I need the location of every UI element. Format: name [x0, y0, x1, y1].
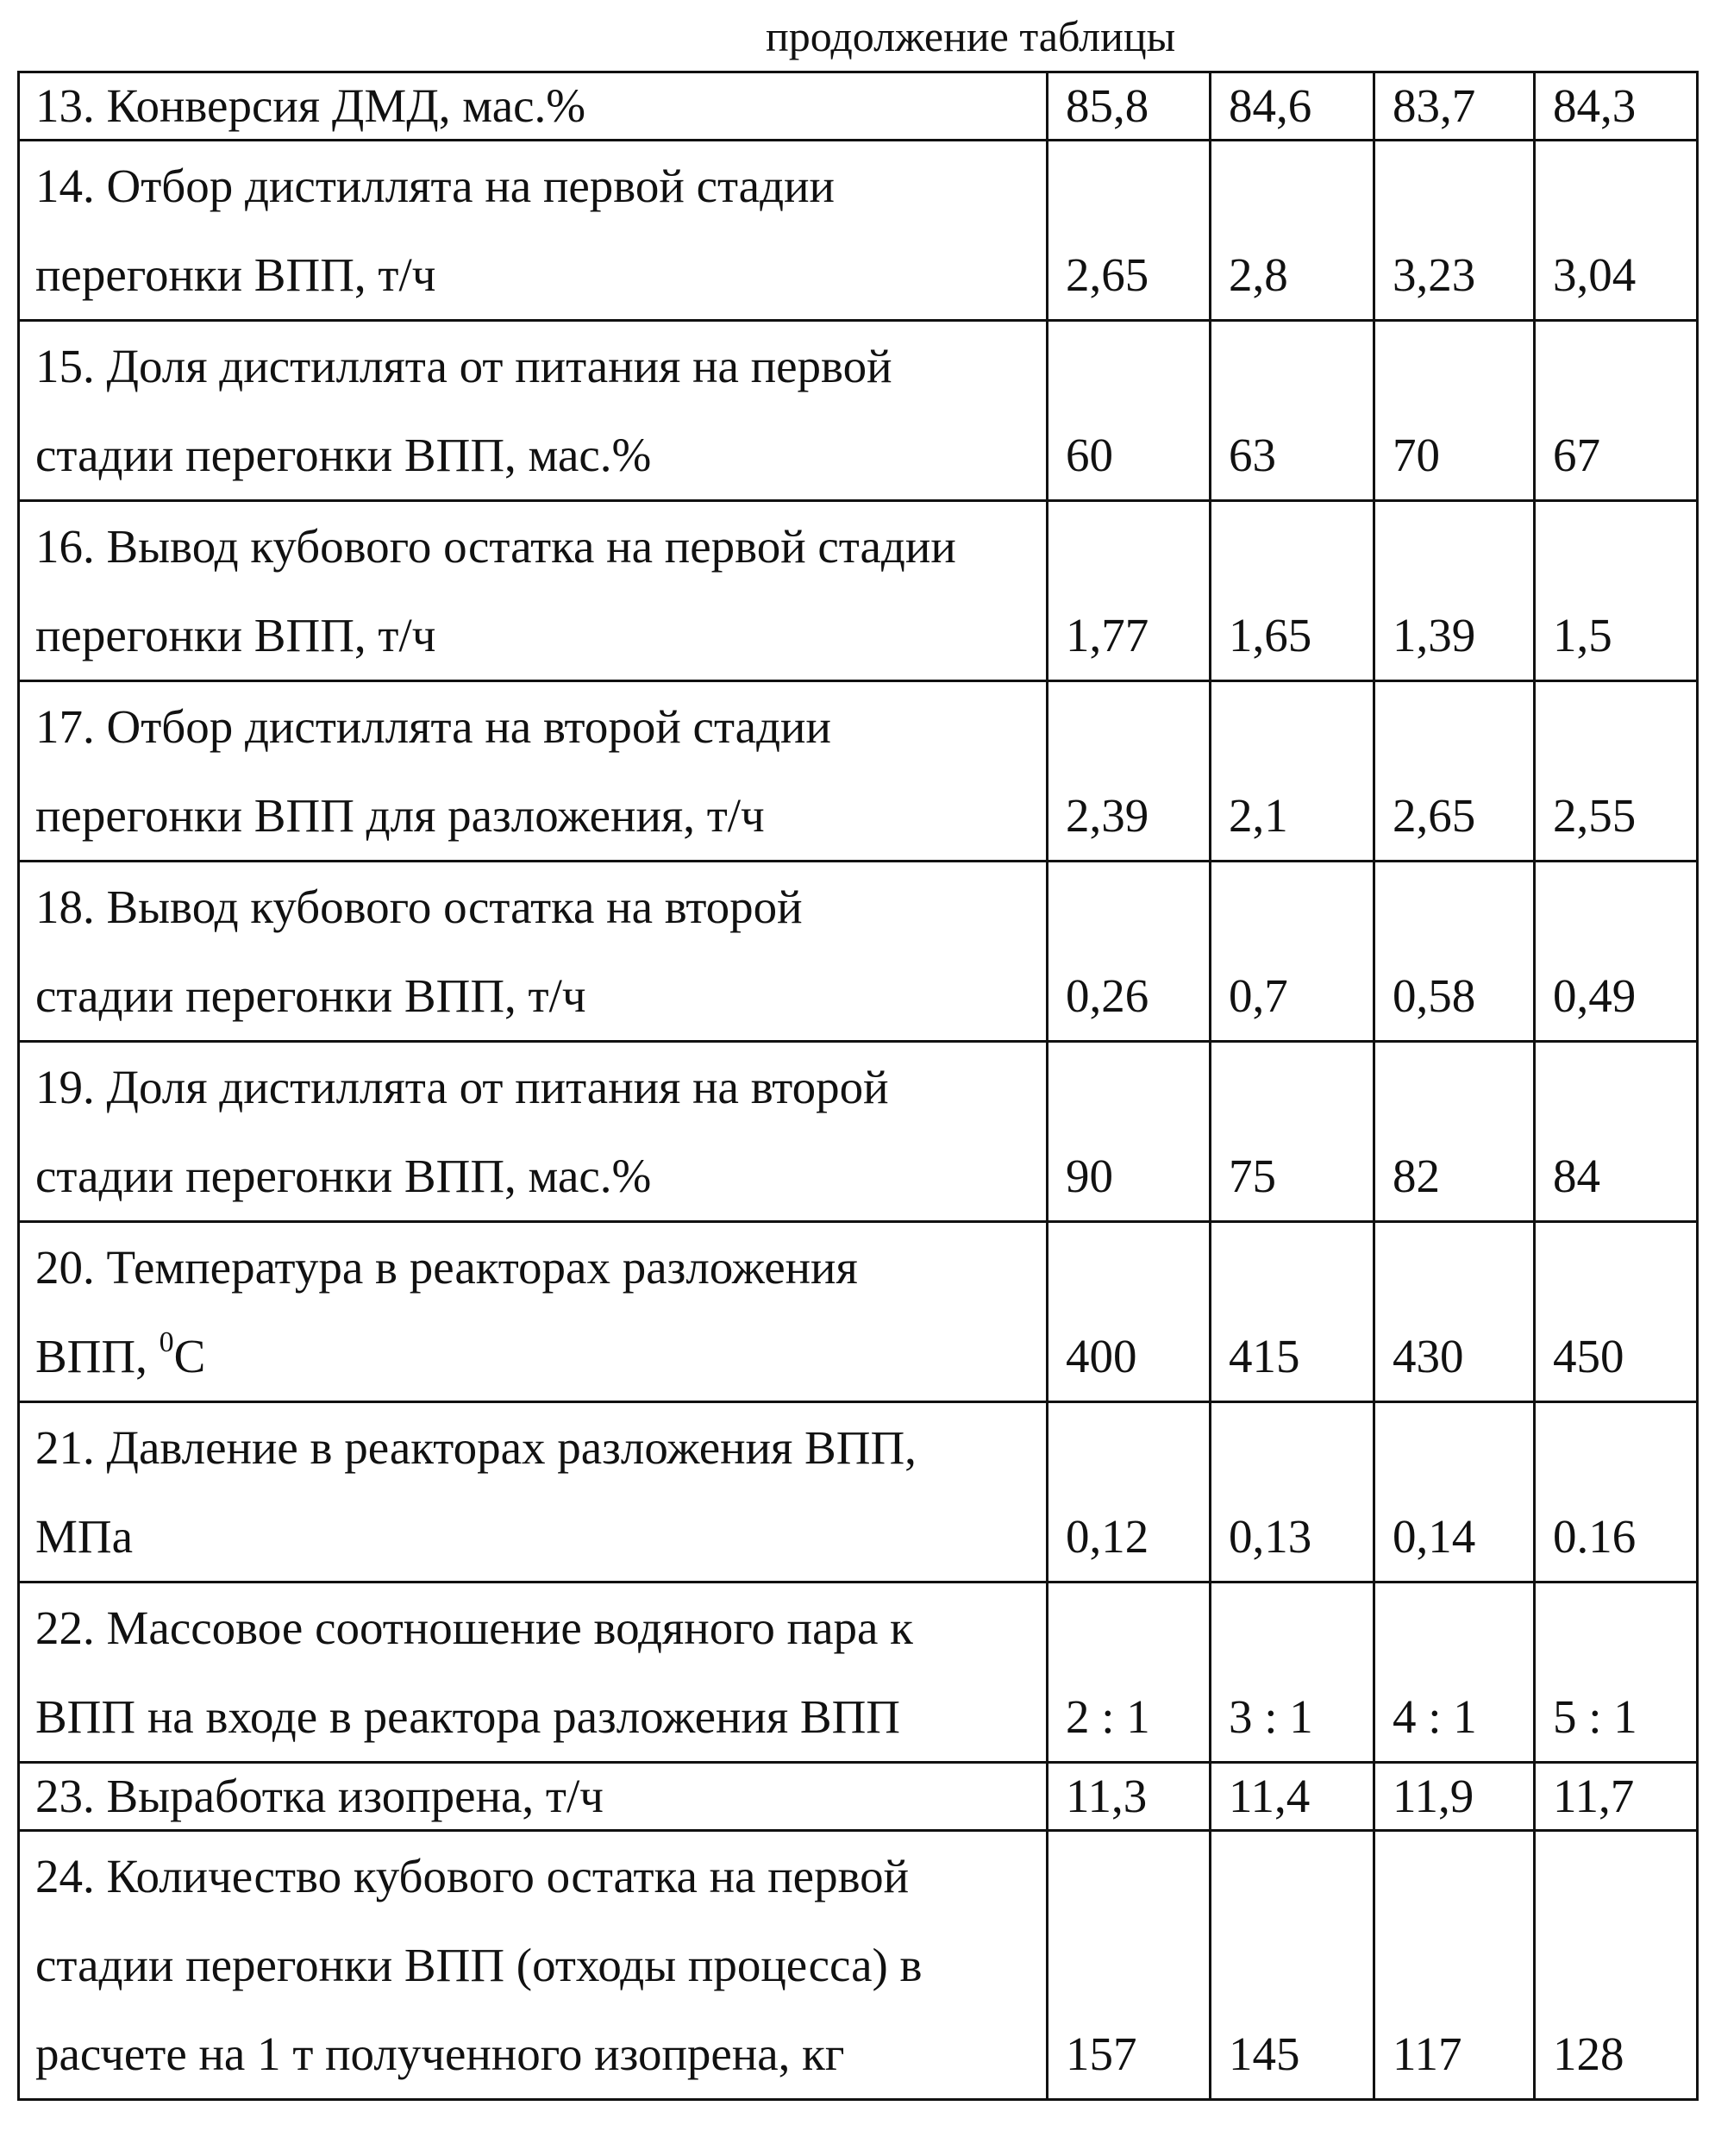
row-value-2: 84,6: [1211, 72, 1374, 141]
row-label: 21. Давление в реакторах разложения ВПП,…: [19, 1402, 1048, 1583]
row-value-4: 0,49: [1535, 862, 1698, 1042]
table-row: 22. Массовое соотношение водяного пара к…: [19, 1583, 1698, 1763]
row-value-3: 2,65: [1374, 681, 1535, 862]
row-value-4: 11,7: [1535, 1763, 1698, 1831]
row-value-4: 2,55: [1535, 681, 1698, 862]
table-row: 20. Температура в реакторах разложения В…: [19, 1222, 1698, 1402]
table-row: 15. Доля дистиллята от питания на первой…: [19, 321, 1698, 501]
row-value-2: 2,8: [1211, 141, 1374, 321]
row-value-1: 60: [1048, 321, 1211, 501]
row-value-3: 430: [1374, 1222, 1535, 1402]
row-label: 23. Выработка изопрена, т/ч: [19, 1763, 1048, 1831]
table-row: 21. Давление в реакторах разложения ВПП,…: [19, 1402, 1698, 1583]
row-label: 19. Доля дистиллята от питания на второй…: [19, 1042, 1048, 1222]
row-label: 18. Вывод кубового остатка на второй ста…: [19, 862, 1048, 1042]
row-value-1: 2,65: [1048, 141, 1211, 321]
table-row: 23. Выработка изопрена, т/ч 11,3 11,4 11…: [19, 1763, 1698, 1831]
row-value-1: 157: [1048, 1831, 1211, 2100]
row-value-3: 0,58: [1374, 862, 1535, 1042]
table-row: 17. Отбор дистиллята на второй стадии пе…: [19, 681, 1698, 862]
row-label: 15. Доля дистиллята от питания на первой…: [19, 321, 1048, 501]
row-value-3: 3,23: [1374, 141, 1535, 321]
row-label: 20. Температура в реакторах разложения В…: [19, 1222, 1048, 1402]
row-label: 16. Вывод кубового остатка на первой ста…: [19, 501, 1048, 681]
row-value-3: 70: [1374, 321, 1535, 501]
row-value-1: 0,26: [1048, 862, 1211, 1042]
row-value-3: 4 : 1: [1374, 1583, 1535, 1763]
data-table: 13. Конверсия ДМД, мас.% 85,8 84,6 83,7 …: [17, 71, 1699, 2101]
row-value-2: 63: [1211, 321, 1374, 501]
table-row: 16. Вывод кубового остатка на первой ста…: [19, 501, 1698, 681]
row-value-2: 3 : 1: [1211, 1583, 1374, 1763]
row-value-4: 1,5: [1535, 501, 1698, 681]
row-value-4: 84,3: [1535, 72, 1698, 141]
row-value-2: 415: [1211, 1222, 1374, 1402]
degree-superscript: 0: [160, 1326, 174, 1358]
row-value-4: 0.16: [1535, 1402, 1698, 1583]
table-row: 13. Конверсия ДМД, мас.% 85,8 84,6 83,7 …: [19, 72, 1698, 141]
row-label-unit: С: [174, 1330, 206, 1382]
table-continuation-caption: продолжение таблицы: [766, 5, 1175, 67]
table-row: 24. Количество кубового остатка на перво…: [19, 1831, 1698, 2100]
row-value-1: 2,39: [1048, 681, 1211, 862]
row-value-1: 0,12: [1048, 1402, 1211, 1583]
row-value-1: 2 : 1: [1048, 1583, 1211, 1763]
row-value-4: 3,04: [1535, 141, 1698, 321]
row-value-1: 400: [1048, 1222, 1211, 1402]
row-value-4: 5 : 1: [1535, 1583, 1698, 1763]
row-value-4: 450: [1535, 1222, 1698, 1402]
row-value-2: 145: [1211, 1831, 1374, 2100]
row-value-3: 0,14: [1374, 1402, 1535, 1583]
table-row: 18. Вывод кубового остатка на второй ста…: [19, 862, 1698, 1042]
row-value-3: 83,7: [1374, 72, 1535, 141]
row-label: 13. Конверсия ДМД, мас.%: [19, 72, 1048, 141]
row-label: 17. Отбор дистиллята на второй стадии пе…: [19, 681, 1048, 862]
row-label: 14. Отбор дистиллята на первой стадии пе…: [19, 141, 1048, 321]
row-value-2: 0,7: [1211, 862, 1374, 1042]
row-value-3: 1,39: [1374, 501, 1535, 681]
row-value-2: 0,13: [1211, 1402, 1374, 1583]
row-value-1: 1,77: [1048, 501, 1211, 681]
row-value-4: 84: [1535, 1042, 1698, 1222]
row-value-2: 75: [1211, 1042, 1374, 1222]
row-value-3: 11,9: [1374, 1763, 1535, 1831]
row-value-4: 128: [1535, 1831, 1698, 2100]
table-row: 14. Отбор дистиллята на первой стадии пе…: [19, 141, 1698, 321]
table-row: 19. Доля дистиллята от питания на второй…: [19, 1042, 1698, 1222]
row-label: 24. Количество кубового остатка на перво…: [19, 1831, 1048, 2100]
row-value-1: 11,3: [1048, 1763, 1211, 1831]
row-value-3: 117: [1374, 1831, 1535, 2100]
row-value-2: 11,4: [1211, 1763, 1374, 1831]
row-label: 22. Массовое соотношение водяного пара к…: [19, 1583, 1048, 1763]
row-value-2: 2,1: [1211, 681, 1374, 862]
row-value-1: 90: [1048, 1042, 1211, 1222]
row-label-text: 20. Температура в реакторах разложения В…: [35, 1241, 858, 1382]
row-value-2: 1,65: [1211, 501, 1374, 681]
row-value-1: 85,8: [1048, 72, 1211, 141]
row-value-3: 82: [1374, 1042, 1535, 1222]
row-value-4: 67: [1535, 321, 1698, 501]
